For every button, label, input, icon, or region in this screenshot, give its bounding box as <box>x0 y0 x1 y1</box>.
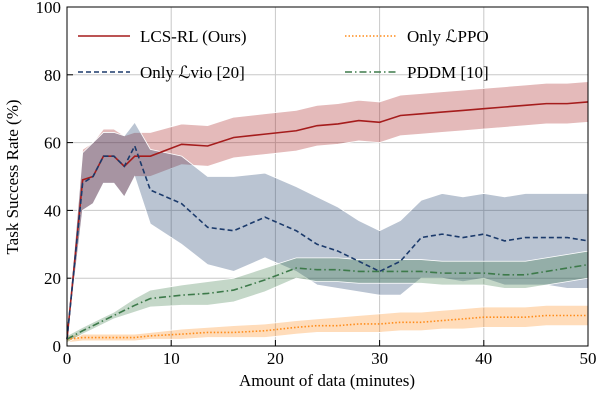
x-tick-label: 20 <box>267 349 284 368</box>
line <box>66 143 589 340</box>
y-tick-label: 20 <box>44 269 61 288</box>
y-tick-label: 60 <box>44 134 61 153</box>
x-tick-label: 30 <box>371 349 388 368</box>
legend-label: Only ℒPPO <box>407 27 489 46</box>
x-axis-label: Amount of data (minutes) <box>239 371 415 390</box>
y-tick-label: 100 <box>36 0 62 17</box>
x-tick-label: 10 <box>163 349 180 368</box>
plot-frame <box>66 6 589 347</box>
x-tick-label: 0 <box>63 349 72 368</box>
line <box>66 101 589 340</box>
y-tick-label: 40 <box>44 201 61 220</box>
y-tick-label: 80 <box>44 66 61 85</box>
y-tick-label: 0 <box>53 337 62 356</box>
legend-label: Only ℒvio [20] <box>140 63 245 82</box>
legend-label: LCS-RL (Ours) <box>140 27 247 46</box>
x-tick-label: 40 <box>475 349 492 368</box>
y-axis-label: Task Success Rate (%) <box>3 99 22 254</box>
line <box>66 314 588 341</box>
line <box>66 263 589 340</box>
legend-label: PDDM [10] <box>407 63 489 82</box>
x-tick-label: 50 <box>580 349 597 368</box>
